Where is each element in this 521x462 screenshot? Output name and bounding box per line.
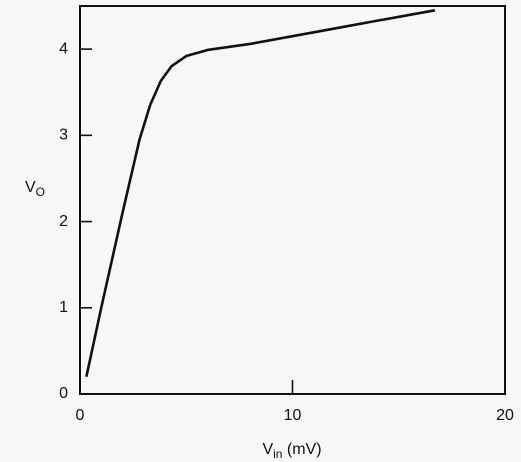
y-label-main: V [25, 179, 36, 196]
x-label-sub: in [273, 447, 282, 461]
y-axis-label: VO [25, 179, 45, 199]
y-label-sub: O [36, 185, 45, 199]
chart: VO Vin (mV) 0123401020 [0, 0, 521, 462]
x-tick-label: 0 [76, 407, 85, 424]
plot-frame [80, 6, 505, 394]
x-tick-label: 10 [284, 407, 302, 424]
x-axis-label: Vin (mV) [262, 441, 321, 461]
y-tick-label: 1 [59, 299, 68, 316]
y-tick-label: 3 [59, 127, 68, 144]
y-tick-label: 2 [59, 213, 68, 230]
x-label-suffix: (mV) [282, 441, 321, 458]
y-tick-label: 0 [59, 385, 68, 402]
x-tick-label: 20 [496, 407, 514, 424]
data-line [86, 10, 435, 376]
x-label-main: V [262, 441, 273, 458]
y-tick-label: 4 [59, 40, 68, 57]
